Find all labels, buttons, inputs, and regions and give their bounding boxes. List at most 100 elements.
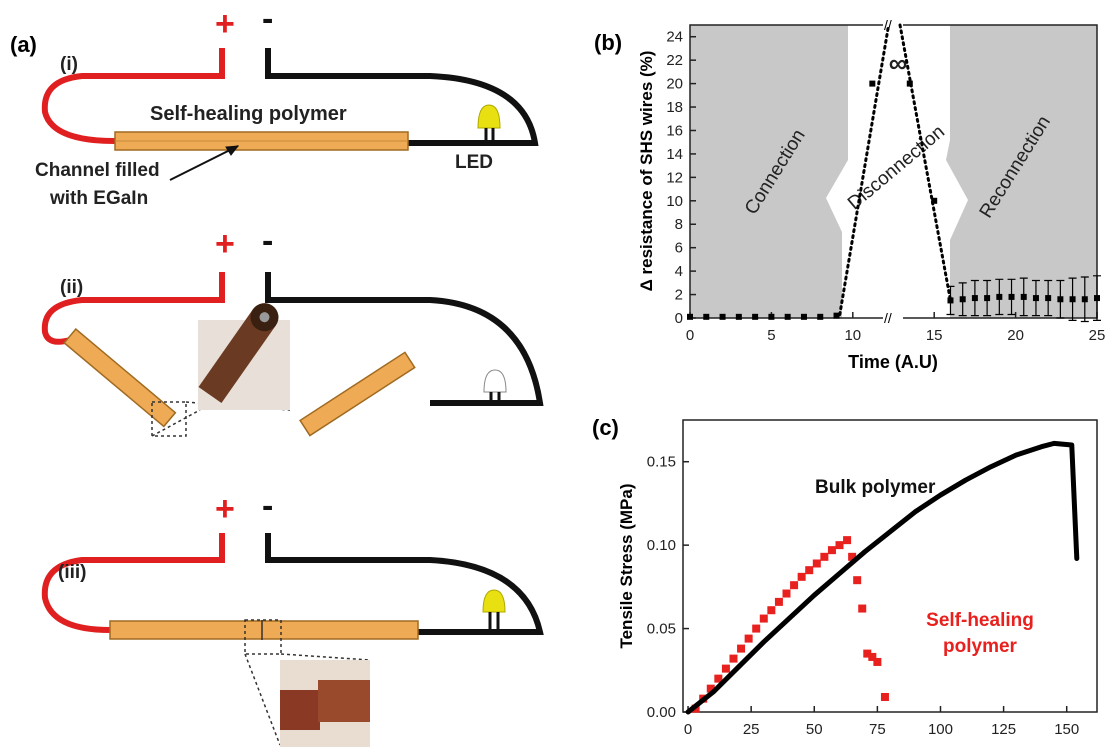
data-point — [798, 573, 806, 581]
x-tick-label: 25 — [1089, 327, 1106, 344]
data-point — [817, 314, 823, 320]
data-point — [783, 590, 791, 598]
y-tick-label: 6 — [675, 240, 683, 257]
polymer-label: Self-healing polymer — [150, 103, 347, 125]
data-point — [687, 314, 693, 320]
data-point — [881, 693, 889, 701]
x-tick-label: 15 — [926, 327, 943, 344]
x-tick-label: 75 — [869, 721, 886, 738]
x-axis-label: Time (A.U) — [848, 352, 938, 372]
data-point — [843, 536, 851, 544]
data-point — [907, 81, 913, 87]
panel-label: (a) — [10, 32, 37, 57]
y-tick-label: 8 — [675, 216, 683, 233]
data-point — [1033, 295, 1039, 301]
y-tick-label: 20 — [666, 76, 683, 93]
data-point — [1045, 295, 1051, 301]
y-tick-label: 0.10 — [647, 537, 676, 554]
data-point — [1009, 294, 1015, 300]
data-point — [858, 605, 866, 613]
data-point — [760, 615, 768, 623]
plus-sign: + — [215, 5, 235, 43]
x-tick-label: 50 — [806, 721, 823, 738]
y-tick-label: 0 — [675, 310, 683, 327]
data-point — [785, 314, 791, 320]
y-tick-label: 2 — [675, 287, 683, 304]
led-label: LED — [455, 152, 493, 173]
minus-sign: - — [262, 222, 273, 260]
channel-label: Channel filled — [35, 160, 160, 181]
y-tick-label: 10 — [666, 193, 683, 210]
data-point — [947, 297, 953, 303]
data-point — [1070, 296, 1076, 302]
x-tick-label: 25 — [743, 721, 760, 738]
minus-sign: - — [262, 487, 273, 525]
y-axis-label: Δ resistance of SHS wires (%) — [637, 51, 656, 292]
data-point — [801, 314, 807, 320]
data-point — [722, 665, 730, 673]
x-tick-label: 100 — [928, 721, 953, 738]
data-point — [737, 645, 745, 653]
x-tick-label: 0 — [686, 327, 694, 344]
data-point — [1057, 296, 1063, 302]
circuit-ii — [45, 272, 540, 436]
y-tick-label: 18 — [666, 99, 683, 116]
x-tick-label: 0 — [684, 721, 692, 738]
panel-label: (b) — [594, 30, 622, 55]
step-label: (iii) — [58, 562, 87, 583]
data-point — [790, 581, 798, 589]
step-label: (i) — [60, 54, 78, 75]
channel-label: with EGaIn — [49, 188, 148, 209]
data-point — [767, 606, 775, 614]
data-point — [1094, 295, 1100, 301]
data-point — [813, 559, 821, 567]
x-tick-label: 150 — [1054, 721, 1079, 738]
data-point — [960, 296, 966, 302]
y-tick-label: 24 — [666, 29, 683, 46]
data-point — [805, 566, 813, 574]
data-point — [729, 655, 737, 663]
y-axis-label: Tensile Stress (MPa) — [617, 483, 636, 648]
data-point — [745, 635, 753, 643]
y-tick-label: 4 — [675, 263, 683, 280]
data-point — [775, 598, 783, 606]
data-point — [1021, 294, 1027, 300]
x-tick-label: 20 — [1007, 327, 1024, 344]
infinity-label: ∞ — [889, 48, 908, 78]
data-point — [996, 294, 1002, 300]
data-point — [736, 314, 742, 320]
series-label: Self-healing polymer — [905, 608, 1055, 660]
panel-label: (c) — [592, 415, 619, 440]
data-point — [720, 314, 726, 320]
minus-sign: - — [262, 0, 273, 38]
y-tick-label: 0.15 — [647, 454, 676, 471]
data-point — [768, 314, 774, 320]
circuit-iii — [45, 533, 540, 747]
data-point — [869, 81, 875, 87]
y-tick-label: 12 — [666, 169, 683, 186]
data-point — [931, 198, 937, 204]
plus-sign: + — [215, 490, 235, 528]
y-tick-label: 0.00 — [647, 704, 676, 721]
data-point — [828, 546, 836, 554]
data-point — [972, 295, 978, 301]
data-point — [984, 295, 990, 301]
figure: (a) (i) + - Self-healing polymer Channel… — [0, 0, 1112, 747]
y-tick-label: 22 — [666, 52, 683, 69]
plus-sign: + — [215, 225, 235, 263]
y-tick-label: 14 — [666, 146, 683, 163]
step-label: (ii) — [60, 277, 83, 298]
x-tick-label: 5 — [767, 327, 775, 344]
data-point — [752, 625, 760, 633]
data-point — [703, 314, 709, 320]
y-tick-label: 0.05 — [647, 621, 676, 638]
axis-break: // — [884, 310, 892, 326]
data-point — [820, 553, 828, 561]
x-tick-label: 125 — [991, 721, 1016, 738]
series-label: Bulk polymer — [815, 477, 936, 498]
y-tick-label: 16 — [666, 122, 683, 139]
x-tick-label: 10 — [844, 327, 861, 344]
data-point — [1082, 296, 1088, 302]
data-point — [873, 658, 881, 666]
plot-frame — [683, 420, 1097, 712]
